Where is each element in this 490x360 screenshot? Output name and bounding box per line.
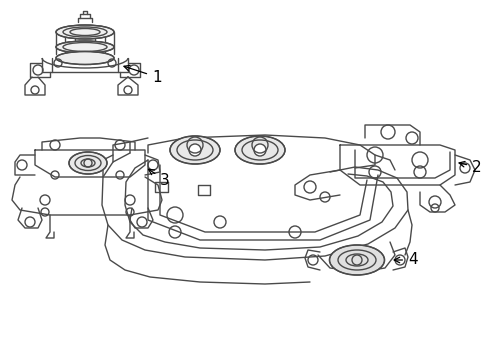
Ellipse shape bbox=[56, 51, 114, 64]
Ellipse shape bbox=[56, 41, 114, 53]
Circle shape bbox=[189, 144, 201, 156]
Text: 3: 3 bbox=[148, 169, 170, 188]
Text: 1: 1 bbox=[124, 66, 162, 85]
Ellipse shape bbox=[235, 136, 285, 164]
Text: 2: 2 bbox=[459, 159, 482, 175]
Ellipse shape bbox=[56, 25, 114, 39]
Ellipse shape bbox=[329, 245, 385, 275]
Circle shape bbox=[254, 144, 266, 156]
Ellipse shape bbox=[69, 152, 107, 174]
Text: 4: 4 bbox=[394, 252, 417, 267]
Ellipse shape bbox=[170, 136, 220, 164]
